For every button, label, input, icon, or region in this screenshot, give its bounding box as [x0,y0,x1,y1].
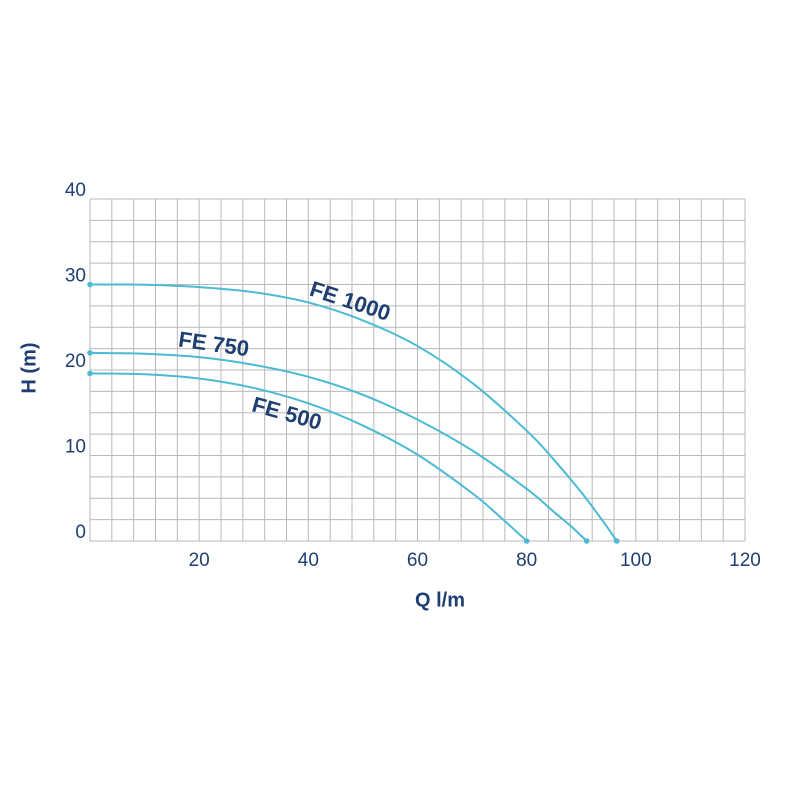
end-point [87,281,93,288]
curve-label: FE 1000 [307,276,394,326]
end-point [583,538,590,544]
y-tick-label: 10 [65,437,86,458]
x-axis-title: Q l/m [415,589,465,611]
curve [89,351,588,542]
y-axis-title: H (m) [18,342,40,393]
end-point [87,350,93,356]
end-point [87,370,93,377]
y-tick-label: 20 [65,351,86,372]
x-tick-label: 40 [298,550,319,571]
y-tick-label: 0 [75,522,86,543]
y-tick-label: 30 [65,266,86,287]
x-tick-label: 60 [407,550,428,571]
x-tick-label: 80 [516,550,537,571]
end-point [523,538,530,544]
x-tick-label: 20 [189,550,210,571]
curve [89,372,528,542]
x-tick-label: 100 [620,550,652,571]
end-point [613,538,620,544]
curve [89,283,618,542]
x-tick-label: 120 [729,550,761,571]
y-tick-label: 40 [65,180,86,201]
